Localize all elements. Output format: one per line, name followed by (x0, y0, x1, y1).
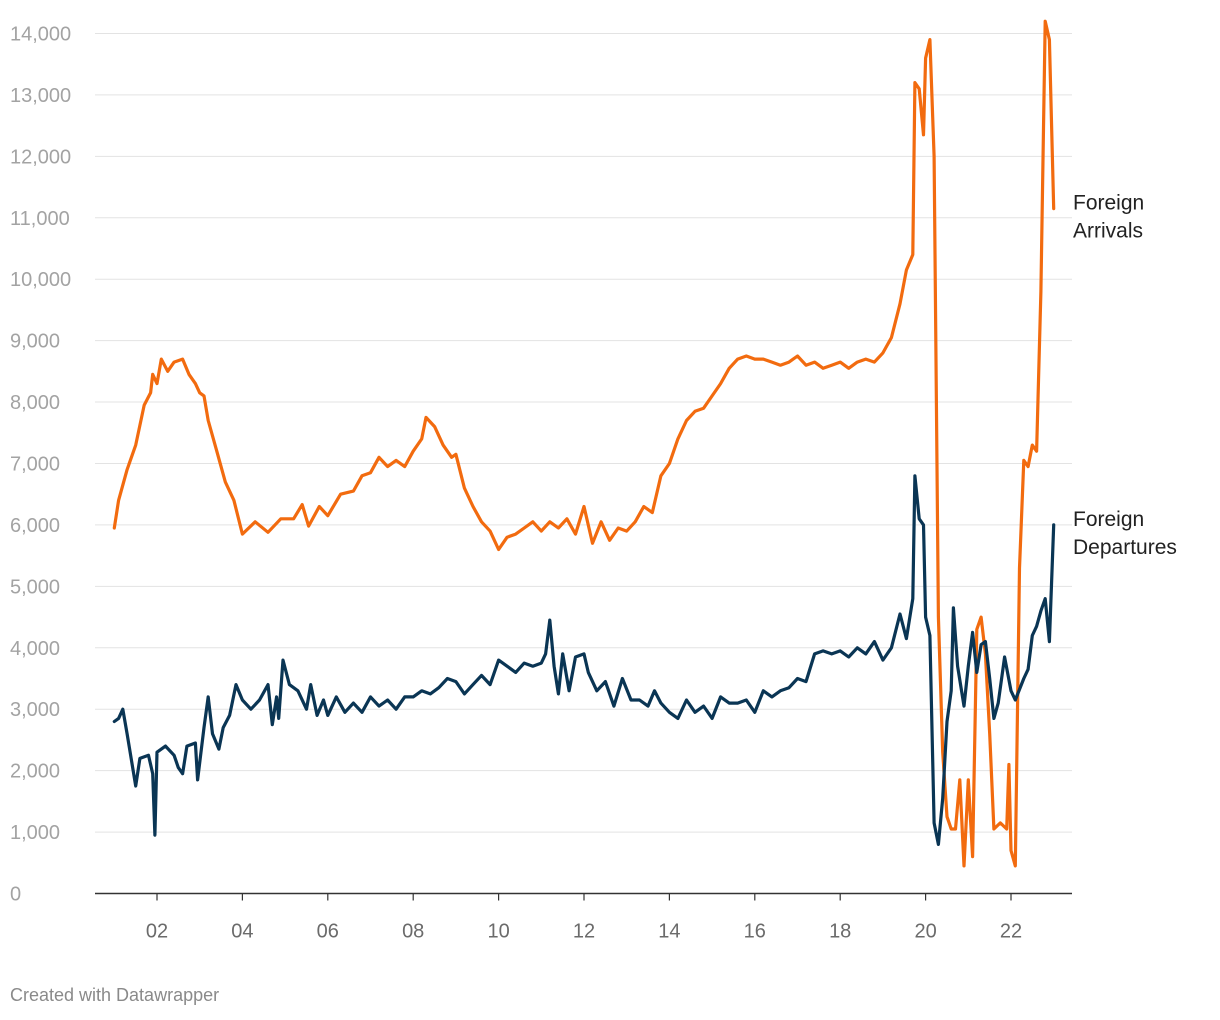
y-tick-label: 5,000 (10, 576, 60, 598)
series-label-foreign-arrivals: Foreign Arrivals (1073, 192, 1144, 243)
y-tick-label: 2,000 (10, 761, 60, 783)
y-tick-label: 10,000 (10, 269, 71, 291)
x-tick-label: 10 (487, 921, 509, 943)
series-line-foreign-departures (112, 474, 1056, 846)
series-label-line: Foreign (1073, 508, 1144, 531)
y-tick-label: 6,000 (10, 515, 60, 537)
series-label-line: Departures (1073, 536, 1177, 559)
y-axis: 0 1,000 2,000 3,000 4,000 5,000 6,000 7,000 8,00… (10, 23, 71, 905)
x-axis: 02 04 06 08 10 12 14 16 18 20 22 (95, 892, 1072, 943)
series-label-foreign-departures: Foreign Departures (1073, 508, 1177, 559)
series-labels: Foreign Arrivals Foreign Departures (1073, 192, 1177, 559)
x-tick-label: 16 (744, 921, 766, 943)
x-tick-label: 14 (658, 921, 680, 943)
series-label-line: Foreign (1073, 192, 1144, 215)
y-tick-label: 11,000 (10, 208, 70, 230)
x-tick-label: 06 (317, 921, 339, 943)
x-tick-label: 04 (231, 921, 253, 943)
x-tick-label: 12 (573, 921, 595, 943)
series-lines (112, 19, 1056, 868)
footer-credit: Created with Datawrapper (10, 985, 220, 1005)
y-tick-label: 9,000 (10, 331, 60, 353)
series-line-foreign-arrivals (112, 19, 1056, 868)
y-tick-label: 0 (10, 884, 21, 906)
y-tick-label: 1,000 (10, 822, 60, 844)
x-tick-label: 20 (914, 921, 936, 943)
y-tick-label: 8,000 (10, 392, 60, 414)
x-tick-label: 18 (829, 921, 851, 943)
gridlines (95, 32, 1072, 833)
x-tick-label: 02 (146, 921, 168, 943)
y-tick-label: 7,000 (10, 453, 60, 475)
y-tick-label: 3,000 (10, 699, 60, 721)
series-label-line: Arrivals (1073, 220, 1143, 243)
y-tick-label: 13,000 (10, 85, 71, 107)
y-tick-label: 4,000 (10, 638, 60, 660)
y-tick-label: 14,000 (10, 23, 71, 45)
x-tick-label: 08 (402, 921, 424, 943)
y-tick-label: 12,000 (10, 146, 71, 168)
x-tick-label: 22 (1000, 921, 1022, 943)
line-chart: 0 1,000 2,000 3,000 4,000 5,000 6,000 7,000 8,00… (10, 19, 1177, 943)
